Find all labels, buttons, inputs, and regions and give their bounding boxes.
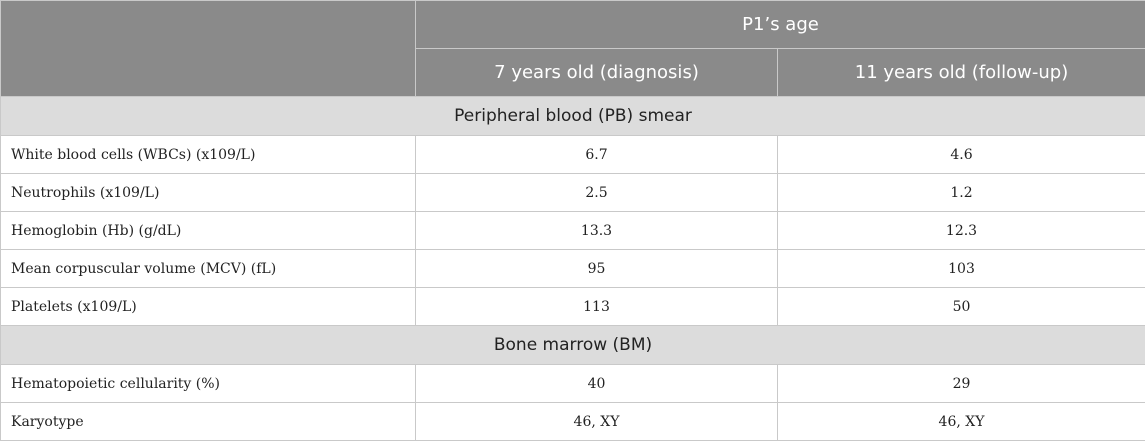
table-row: White blood cells (WBCs) (x109/L) 6.7 4.… [0,135,1145,174]
table-row: Hemoglobin (Hb) (g/dL) 13.3 12.3 [0,211,1145,250]
table-row: Mean corpuscular volume (MCV) (fL) 95 10… [0,249,1145,288]
table-row: Neutrophils (x109/L) 2.5 1.2 [0,173,1145,212]
row-label: Hematopoietic cellularity (%) [0,364,416,403]
table-row: Karyotype 46, XY 46, XY [0,402,1145,441]
row-label: Neutrophils (x109/L) [0,173,416,212]
cell-value: 50 [776,287,1145,326]
row-label: Hemoglobin (Hb) (g/dL) [0,211,416,250]
column-header-follow-up: 11 years old (follow-up) [776,48,1145,97]
section-row-peripheral-blood: Peripheral blood (PB) smear [0,96,1145,136]
column-header-diagnosis: 7 years old (diagnosis) [415,48,778,97]
section-title: Bone marrow (BM) [0,325,1145,365]
header-corner-cell [0,0,416,97]
cell-value: 13.3 [415,211,778,250]
row-label: White blood cells (WBCs) (x109/L) [0,135,416,174]
section-title: Peripheral blood (PB) smear [0,96,1145,136]
table-row: Hematopoietic cellularity (%) 40 29 [0,364,1145,403]
cell-value: 4.6 [776,135,1145,174]
cell-value: 6.7 [415,135,778,174]
cell-value: 1.2 [776,173,1145,212]
cell-value: 113 [415,287,778,326]
header-row-group: P1’s age [0,0,1145,97]
row-label: Mean corpuscular volume (MCV) (fL) [0,249,416,288]
row-label: Karyotype [0,402,416,441]
cell-value: 103 [776,249,1145,288]
cell-value: 12.3 [776,211,1145,250]
cell-value: 2.5 [415,173,778,212]
cell-value: 46, XY [776,402,1145,441]
cell-value: 40 [415,364,778,403]
header-row-columns: 7 years old (diagnosis) 11 years old (fo… [1,48,1145,97]
cell-value: 46, XY [415,402,778,441]
row-label: Platelets (x109/L) [0,287,416,326]
section-row-bone-marrow: Bone marrow (BM) [0,325,1145,365]
cell-value: 95 [415,249,778,288]
table-row: Platelets (x109/L) 113 50 [0,287,1145,326]
cell-value: 29 [776,364,1145,403]
header-group-label: P1’s age [414,0,1145,49]
